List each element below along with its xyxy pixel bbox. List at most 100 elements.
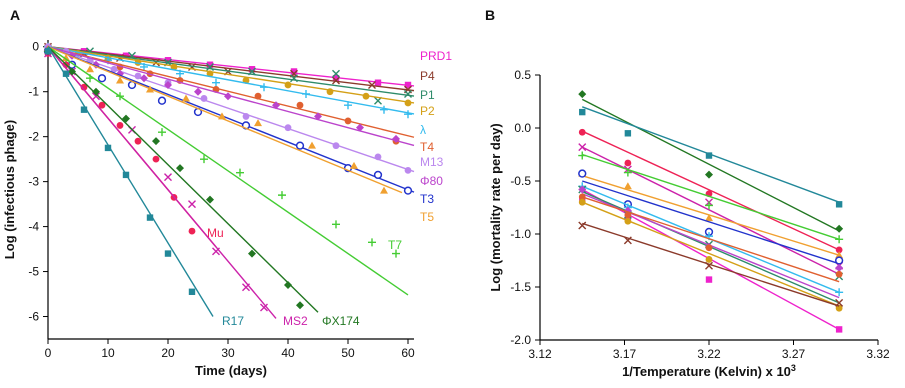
fit-line (47, 46, 415, 138)
data-point (834, 256, 844, 265)
y-tick-label: 0.5 (514, 68, 531, 82)
data-point (164, 57, 172, 64)
data-point (835, 298, 844, 307)
series-label: T7 (388, 238, 402, 252)
data-point (206, 70, 214, 78)
data-point (68, 67, 76, 76)
data-point (344, 117, 352, 125)
data-point (623, 168, 632, 177)
x-tick-label: 3.17 (613, 347, 637, 361)
data-point (290, 68, 298, 75)
data-point (308, 141, 316, 149)
data-point (200, 155, 208, 164)
x-tick-label: 40 (281, 346, 295, 360)
x-tick-label: 0 (45, 346, 52, 360)
data-point (62, 53, 70, 61)
fit-line (47, 46, 214, 317)
fit-line (581, 98, 840, 232)
y-tick-label: -2 (28, 130, 39, 144)
y-tick-label: -1.0 (510, 227, 531, 241)
data-point (194, 87, 202, 96)
x-axis-title-text: 1/Temperature (Kelvin) x 10 (622, 364, 791, 379)
data-point (224, 92, 232, 101)
series-label: MS2 (283, 314, 308, 328)
series-label: R17 (222, 314, 244, 328)
series-12 (578, 198, 843, 312)
y-tick-label: -2.0 (510, 333, 531, 347)
series-label: ΦX174 (322, 314, 360, 328)
data-point (164, 250, 172, 257)
data-point (248, 66, 256, 73)
y-tick-label: -4 (28, 220, 39, 234)
data-point (578, 143, 587, 152)
data-point (373, 170, 383, 180)
data-point (284, 281, 292, 290)
series-11 (578, 193, 843, 283)
fit-line (47, 46, 415, 97)
data-point (332, 142, 340, 150)
data-point (206, 195, 214, 204)
data-point (835, 201, 843, 208)
fit-line (47, 46, 277, 319)
data-point (296, 301, 304, 310)
data-point (404, 99, 412, 107)
data-point (140, 62, 148, 71)
data-point (624, 159, 632, 167)
data-point (98, 101, 106, 109)
data-point (578, 90, 587, 99)
data-point (835, 270, 843, 278)
data-point (97, 74, 107, 83)
data-point (200, 95, 208, 102)
series-label: T5 (420, 210, 434, 224)
y-tick-label: -5 (28, 265, 39, 279)
x-tick-label: 50 (341, 346, 355, 360)
panel-letter-a: A (10, 7, 20, 23)
x-tick-label: 30 (221, 346, 235, 360)
data-point (122, 171, 130, 179)
data-point (212, 247, 220, 256)
y-tick-label: 0 (32, 40, 39, 54)
data-point (44, 48, 52, 55)
data-point (80, 83, 88, 91)
x-tick-label: 20 (161, 346, 175, 360)
y-tick-label: -0.5 (510, 174, 531, 188)
series-R17: R17 (44, 46, 244, 328)
data-point (302, 89, 310, 98)
fit-line (582, 196, 840, 283)
series-3 (578, 128, 843, 254)
fit-line (47, 46, 403, 194)
data-point (380, 186, 388, 194)
data-point (374, 153, 382, 161)
data-point (146, 85, 154, 93)
x-tick-label: 10 (101, 346, 115, 360)
data-point (579, 108, 586, 116)
series-label: P2 (420, 104, 435, 118)
x-axis-title: 1/Temperature (Kelvin) x 103 (622, 363, 796, 379)
fit-line (47, 46, 415, 87)
data-point (332, 69, 340, 78)
series-label: PRD1 (420, 49, 452, 63)
data-point (92, 92, 100, 101)
data-point (332, 75, 340, 82)
data-point (374, 79, 382, 86)
data-point (218, 112, 226, 120)
series-label: P1 (420, 88, 435, 102)
series-label: P4 (420, 69, 435, 83)
data-point (368, 238, 376, 247)
series-label: M13 (420, 155, 444, 169)
panel-a: A 0 10 20 30 40 50 60 0 -1 -2 -3 -4 -5 -6 Time (days) Lo… (2, 7, 452, 378)
data-point (296, 101, 304, 109)
data-point (152, 137, 160, 146)
data-point (122, 114, 130, 123)
data-point (835, 304, 843, 312)
data-point (705, 170, 713, 179)
fit-line (582, 180, 840, 265)
data-point (404, 110, 412, 119)
x-tick-label: 60 (401, 346, 415, 360)
data-point (242, 113, 250, 120)
x-tick-label: 3.12 (528, 347, 552, 361)
data-point (92, 87, 100, 96)
data-point (344, 101, 352, 110)
data-point (284, 81, 292, 89)
